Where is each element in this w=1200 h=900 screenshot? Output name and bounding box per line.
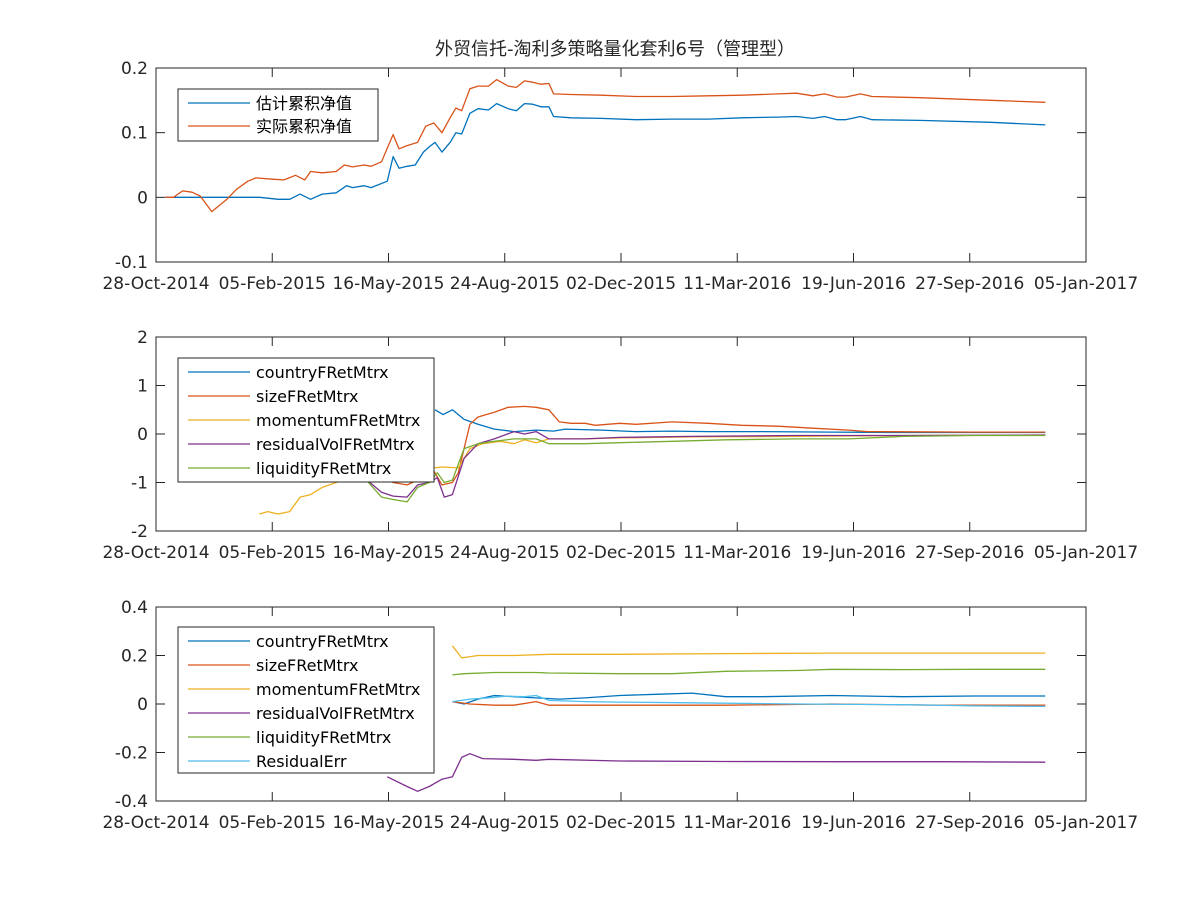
legend-box — [177, 626, 435, 774]
legend: countryFRetMtrx sizeFRetMtrx momentumFRetM… — [177, 357, 435, 483]
y-tick-label: -0.1 — [115, 253, 148, 273]
legend-label: countryFRetMtrx — [256, 363, 389, 382]
series-line-countryfretmtrx — [452, 692, 1046, 705]
chart-panel-1: 外贸信托-淘利多策略量化套利6号（管理型） -0.1 0 0.1 0.2 28-Oct… — [102, 39, 1138, 294]
series-line-liquidityfretmtrx — [363, 434, 1046, 503]
x-tick-label: 05-Jan-2017 — [1034, 274, 1138, 294]
y-tick-label: -1 — [131, 474, 148, 494]
series-line-countryfretmtrx — [434, 409, 1046, 434]
series-line-residualerr — [452, 694, 1046, 708]
y-tick-label: 0.2 — [121, 59, 148, 79]
series-lines — [387, 645, 1046, 792]
legend: countryFRetMtrx sizeFRetMtrx momentumFRetM… — [177, 626, 435, 774]
series-line--series-1 — [165, 102, 1046, 200]
series-lines — [165, 78, 1046, 213]
series-line-residualvolfretmtrx — [387, 753, 1046, 792]
y-tick-label: -2 — [131, 522, 148, 542]
y-tick-label: 0.4 — [121, 598, 148, 618]
legend-label: momentumFRetMtrx — [256, 680, 420, 699]
x-tick-label: 19-Jun-2016 — [801, 543, 906, 563]
legend-label: 实际累积净值 — [256, 117, 352, 136]
x-tick-label: 16-May-2015 — [332, 274, 444, 294]
x-tick-label: 28-Oct-2014 — [102, 543, 209, 563]
x-axis: 28-Oct-2014 05-Feb-2015 16-May-2015 24-Aug-… — [102, 68, 1138, 294]
legend-label: residualVolFRetMtrx — [256, 704, 415, 723]
y-tick-label: 0.2 — [121, 647, 148, 667]
legend-label: ResidualErr — [256, 752, 347, 771]
y-tick-label: 0 — [137, 695, 148, 715]
y-axis: -0.1 0 0.1 0.2 — [115, 59, 1086, 273]
x-tick-label: 11-Mar-2016 — [683, 274, 791, 294]
x-tick-label: 16-May-2015 — [332, 813, 444, 833]
y-axis: -0.4 -0.2 0 0.2 0.4 — [115, 598, 1086, 812]
series-line-momentumfretmtrx — [451, 645, 1046, 659]
x-tick-label: 05-Feb-2015 — [219, 274, 326, 294]
x-tick-label: 19-Jun-2016 — [801, 274, 906, 294]
legend-label: residualVolFRetMtrx — [256, 435, 415, 454]
y-axis: -2 -1 0 1 2 — [131, 328, 1086, 542]
x-tick-label: 28-Oct-2014 — [102, 274, 209, 294]
legend-label: 估计累积净值 — [256, 94, 352, 113]
x-tick-label: 28-Oct-2014 — [102, 813, 209, 833]
x-tick-label: 27-Sep-2016 — [915, 543, 1024, 563]
legend-label: momentumFRetMtrx — [256, 411, 420, 430]
chart-panel-3: -0.4 -0.2 0 0.2 0.4 28-Oct-2014 05-Feb-2015 16… — [102, 598, 1138, 833]
x-tick-label: 11-Mar-2016 — [683, 813, 791, 833]
legend-label: countryFRetMtrx — [256, 632, 389, 651]
y-tick-label: 1 — [137, 377, 148, 397]
legend-label: liquidityFRetMtrx — [256, 728, 391, 747]
x-tick-label: 05-Feb-2015 — [219, 813, 326, 833]
legend-label: sizeFRetMtrx — [256, 656, 358, 675]
legend-label: sizeFRetMtrx — [256, 387, 358, 406]
x-axis: 28-Oct-2014 05-Feb-2015 16-May-2015 24-Aug-… — [102, 607, 1138, 833]
x-tick-label: 24-Aug-2015 — [450, 813, 560, 833]
series-line-residualvolfretmtrx — [363, 430, 1046, 498]
chart-title: 外贸信托-淘利多策略量化套利6号（管理型） — [435, 39, 795, 60]
y-tick-label: -0.4 — [115, 792, 148, 812]
y-tick-label: 2 — [137, 328, 148, 348]
y-tick-label: 0.1 — [121, 124, 148, 144]
x-axis: 28-Oct-2014 05-Feb-2015 16-May-2015 24-Aug-… — [102, 337, 1138, 563]
x-tick-label: 27-Sep-2016 — [915, 813, 1024, 833]
legend-box — [177, 88, 379, 142]
series-line-liquidityfretmtrx — [452, 668, 1046, 676]
x-tick-label: 05-Jan-2017 — [1034, 813, 1138, 833]
x-tick-label: 27-Sep-2016 — [915, 274, 1024, 294]
x-tick-label: 02-Dec-2015 — [566, 543, 676, 563]
x-tick-label: 19-Jun-2016 — [801, 813, 906, 833]
x-tick-label: 24-Aug-2015 — [450, 274, 560, 294]
y-tick-label: -0.2 — [115, 744, 148, 764]
legend-label: liquidityFRetMtrx — [256, 459, 391, 478]
x-tick-label: 05-Feb-2015 — [219, 543, 326, 563]
x-tick-label: 16-May-2015 — [332, 543, 444, 563]
x-tick-label: 05-Jan-2017 — [1034, 543, 1138, 563]
x-tick-label: 24-Aug-2015 — [450, 543, 560, 563]
series-line--series-2 — [165, 78, 1046, 213]
x-tick-label: 02-Dec-2015 — [566, 813, 676, 833]
y-tick-label: 0 — [137, 425, 148, 445]
x-tick-label: 11-Mar-2016 — [683, 543, 791, 563]
y-tick-label: 0 — [137, 188, 148, 208]
chart-panel-2: -2 -1 0 1 2 28-Oct-2014 05-Feb-2015 16-May-201… — [102, 328, 1138, 563]
x-tick-label: 02-Dec-2015 — [566, 274, 676, 294]
